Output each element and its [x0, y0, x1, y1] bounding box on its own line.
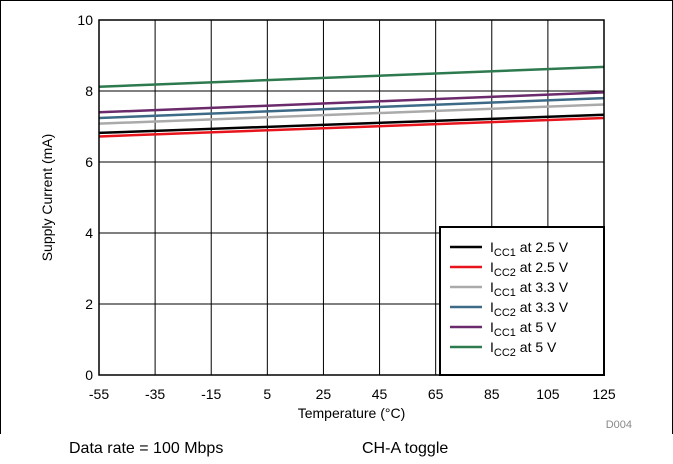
y-axis-label: Supply Current (mA) — [39, 134, 55, 262]
figure-id: D004 — [606, 419, 632, 431]
legend-entry: ICC1 at 2.5 V — [490, 239, 569, 259]
x-tick-label: 65 — [428, 386, 444, 402]
x-tick-label: -55 — [89, 386, 109, 402]
series-line — [98, 116, 605, 138]
series-line — [98, 113, 605, 135]
x-tick-label: 105 — [536, 386, 560, 402]
plot-border — [98, 19, 605, 376]
x-tick-labels: -55 -35 -15 5 25 45 65 85 105 125 — [89, 386, 616, 402]
series-line — [98, 103, 605, 125]
legend-entry: ICC1 at 3.3 V — [490, 279, 569, 299]
legend-entry: ICC2 at 5 V — [490, 339, 557, 359]
supply-current-chart: -55 -35 -15 5 25 45 65 85 105 125 0 2 4 6 8 10 Tempera… — [39, 12, 632, 431]
x-tick-label: 85 — [484, 386, 500, 402]
y-tick-label: 8 — [85, 83, 93, 99]
y-tick-label: 2 — [85, 296, 93, 312]
x-tick-label: 45 — [372, 386, 388, 402]
y-tick-label: 10 — [77, 12, 93, 28]
series-lines — [98, 65, 605, 138]
x-tick-label: -35 — [145, 386, 165, 402]
y-tick-label: 0 — [85, 367, 93, 383]
y-tick-labels: 0 2 4 6 8 10 — [77, 12, 93, 383]
legend-entry: ICC1 at 5 V — [490, 319, 557, 339]
series-line — [98, 96, 605, 120]
x-tick-label: 5 — [263, 386, 271, 402]
data-rate-caption: Data rate = 100 Mbps — [69, 440, 224, 457]
x-tick-label: -15 — [201, 386, 221, 402]
x-axis-label: Temperature (°C) — [298, 405, 406, 421]
series-line — [98, 65, 605, 88]
legend-box — [439, 226, 605, 376]
legend-entry: ICC2 at 2.5 V — [490, 259, 569, 279]
x-tick-label: 125 — [592, 386, 616, 402]
legend-entry: ICC2 at 3.3 V — [490, 299, 569, 319]
series-line — [98, 91, 605, 114]
toggle-caption: CH-A toggle — [362, 440, 449, 457]
y-tick-label: 4 — [85, 225, 93, 241]
y-tick-label: 6 — [85, 154, 93, 170]
x-tick-label: 25 — [316, 386, 332, 402]
